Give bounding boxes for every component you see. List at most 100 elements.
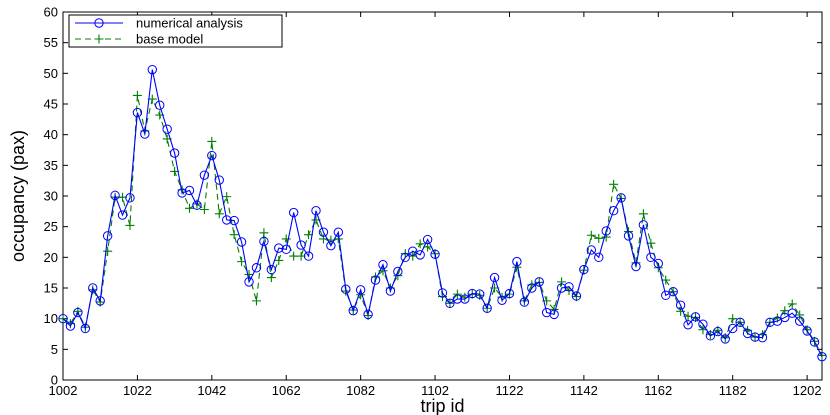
data-point	[713, 326, 723, 337]
data-point	[601, 232, 611, 242]
data-point	[541, 307, 552, 318]
data-point	[579, 264, 589, 275]
data-point	[690, 312, 701, 322]
data-point	[422, 234, 433, 245]
data-point	[147, 64, 157, 75]
data-point	[415, 250, 425, 260]
data-point	[787, 299, 797, 309]
data-point	[185, 203, 194, 213]
data-point	[88, 283, 98, 293]
data-point	[237, 257, 247, 267]
y-tick-label: 30	[44, 189, 58, 204]
data-point	[281, 234, 291, 244]
y-tick-label: 20	[44, 250, 58, 265]
data-point	[675, 300, 686, 310]
legend-label-base-model: base model	[136, 32, 203, 47]
x-axis-label: trip id	[420, 396, 464, 415]
data-point	[303, 251, 314, 261]
data-point	[795, 310, 805, 320]
data-point	[400, 252, 410, 263]
data-point	[259, 228, 269, 238]
data-point	[720, 334, 730, 344]
data-point	[65, 321, 76, 331]
data-point	[341, 284, 351, 294]
y-axis: 0 5 10 15 20 25 30 35 40 45 50 55 60	[44, 5, 822, 388]
x-tick-label: 1082	[346, 383, 375, 398]
data-point	[155, 100, 165, 110]
data-point	[527, 283, 537, 293]
data-point	[512, 256, 522, 267]
y-tick-label: 25	[44, 219, 58, 234]
data-point	[668, 286, 678, 297]
x-tick-label: 1202	[793, 383, 822, 398]
y-tick-label: 40	[44, 127, 58, 142]
data-point	[728, 314, 738, 324]
legend-box	[68, 14, 283, 48]
data-point	[370, 275, 381, 285]
data-point	[199, 170, 210, 180]
data-point	[192, 200, 202, 210]
data-point	[549, 309, 559, 320]
data-point	[594, 252, 604, 263]
data-point	[266, 273, 276, 283]
legend: numerical analysis base model	[68, 14, 283, 48]
data-point	[728, 323, 738, 334]
data-point	[251, 296, 261, 306]
data-point	[638, 220, 649, 230]
data-point	[333, 227, 344, 237]
data-point	[207, 150, 217, 161]
data-point	[229, 230, 239, 240]
data-point	[393, 266, 403, 277]
data-point	[705, 331, 716, 341]
data-point	[504, 288, 515, 299]
data-point	[676, 306, 686, 316]
data-point	[557, 277, 567, 287]
series-line-numerical-analysis	[62, 69, 823, 357]
data-point	[117, 210, 128, 220]
data-point	[609, 179, 619, 189]
legend-label-numerical-analysis: numerical analysis	[136, 16, 243, 31]
data-point	[586, 230, 596, 240]
data-point	[222, 215, 232, 225]
data-point	[355, 285, 366, 295]
data-point	[207, 136, 217, 146]
x-tick-label: 1042	[197, 383, 226, 398]
y-axis-label: occupancy (pax)	[8, 130, 28, 262]
legend-marker-plus-icon	[94, 34, 104, 44]
data-point	[184, 185, 195, 196]
data-point	[132, 107, 143, 118]
data-point	[757, 332, 768, 343]
y-tick-label: 5	[51, 342, 58, 357]
data-point	[794, 316, 805, 326]
data-point	[169, 148, 180, 158]
y-tick-label: 35	[44, 158, 58, 173]
data-point	[809, 337, 820, 347]
data-point	[363, 309, 373, 320]
data-point	[482, 303, 492, 313]
data-point	[765, 317, 775, 328]
data-point	[288, 207, 299, 218]
data-point	[214, 209, 224, 219]
x-tick-label: 1062	[272, 383, 301, 398]
data-point	[58, 314, 68, 324]
data-point	[415, 239, 425, 249]
data-point	[467, 288, 477, 299]
data-point	[802, 326, 812, 336]
data-point	[110, 190, 120, 201]
data-point	[259, 236, 269, 247]
data-point	[452, 294, 463, 304]
data-point	[318, 227, 329, 237]
data-point	[326, 240, 336, 251]
data-point	[162, 124, 172, 134]
data-point	[564, 282, 574, 292]
data-point	[452, 289, 462, 299]
x-tick-label: 1002	[49, 383, 78, 398]
data-point	[244, 277, 254, 287]
plot-frame	[62, 11, 823, 381]
data-point	[102, 231, 113, 241]
y-tick-label: 15	[44, 281, 58, 296]
y-tick-label: 60	[44, 5, 58, 20]
data-point	[742, 328, 753, 339]
data-point	[608, 206, 619, 216]
